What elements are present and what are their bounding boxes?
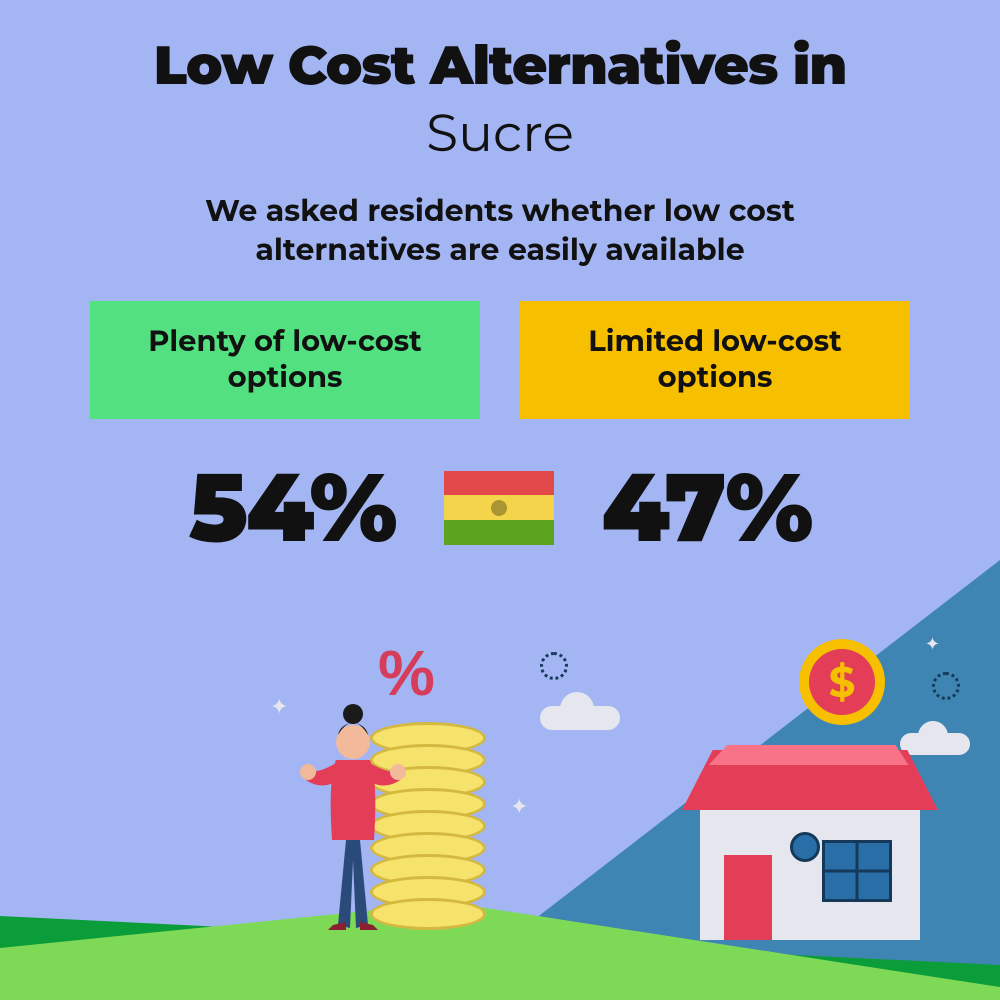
option-boxes-row: Plenty of low-cost options Limited low-c… [0, 301, 1000, 419]
title-line2: Sucre [0, 102, 1000, 165]
flag-bolivia-icon [444, 471, 554, 545]
flag-stripe-1 [444, 471, 554, 496]
cloud-icon [900, 733, 970, 755]
house-roof-top [709, 745, 912, 765]
cloud-icon [540, 706, 620, 730]
sparkle-icon: ✦ [925, 633, 940, 655]
percent-left: 54% [189, 449, 396, 566]
dollar-symbol-icon: $ [809, 649, 875, 715]
percent-row: 54% 47% [0, 449, 1000, 566]
illustration: ✦ ✦ ✦ % $ [0, 600, 1000, 1000]
house-body [700, 800, 920, 940]
percent-right: 47% [602, 449, 812, 566]
sparkle-icon: ✦ [270, 693, 288, 720]
burst-icon [540, 652, 568, 680]
house-icon [700, 800, 920, 940]
option-box-plenty: Plenty of low-cost options [90, 301, 480, 419]
option-box-limited: Limited low-cost options [520, 301, 910, 419]
person-icon [298, 700, 408, 930]
option-label-plenty: Plenty of low-cost options [118, 324, 452, 397]
option-label-limited: Limited low-cost options [548, 324, 882, 397]
title-block: Low Cost Alternatives in Sucre [0, 0, 1000, 165]
house-window-square [822, 840, 892, 902]
sparkle-icon: ✦ [510, 793, 528, 820]
title-line1: Low Cost Alternatives in [0, 32, 1000, 98]
flag-emblem-icon [491, 500, 507, 516]
flag-stripe-3 [444, 520, 554, 545]
dollar-coin-icon: $ [799, 639, 885, 725]
house-window-round [790, 832, 820, 862]
burst-icon [932, 672, 960, 700]
house-door [724, 855, 772, 940]
subtitle: We asked residents whether low cost alte… [115, 191, 885, 269]
percent-symbol-icon: % [378, 636, 435, 710]
